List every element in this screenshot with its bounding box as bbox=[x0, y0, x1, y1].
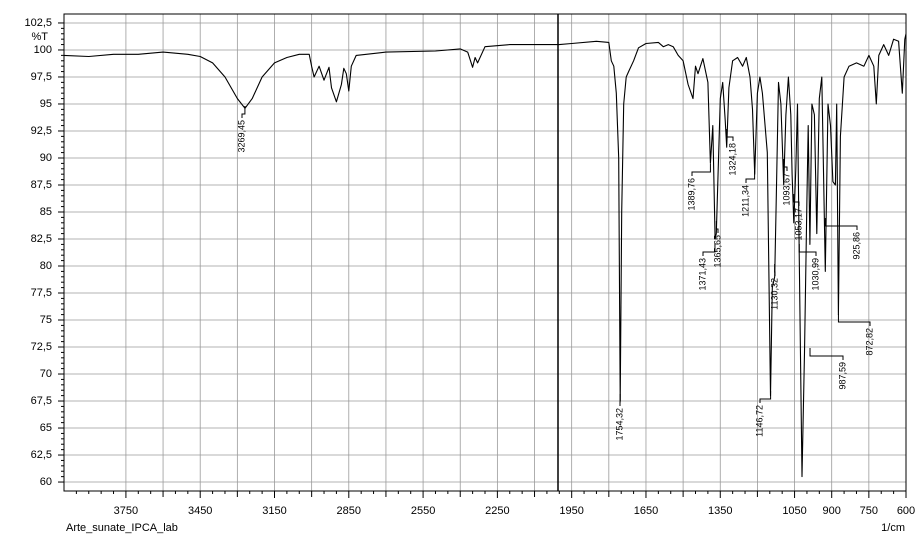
grid bbox=[64, 14, 907, 491]
y-axis-label: %T bbox=[32, 31, 49, 43]
peak-label: 1389,76 bbox=[686, 178, 696, 211]
x-tick-label: 1350 bbox=[708, 505, 732, 517]
x-tick-label: 2250 bbox=[485, 505, 509, 517]
peak-label: 872,82 bbox=[864, 328, 874, 356]
x-tick-label: 750 bbox=[860, 505, 878, 517]
peak-leader bbox=[837, 314, 871, 326]
peak-label: 1053,17 bbox=[793, 208, 803, 241]
y-tick-label: 62,5 bbox=[31, 449, 52, 461]
peak-label: 3269,45 bbox=[236, 120, 246, 153]
peak-label: 925,86 bbox=[851, 232, 861, 260]
peak-label: 987,59 bbox=[837, 362, 847, 390]
peak-leader bbox=[745, 171, 756, 183]
y-tick-label: 100 bbox=[34, 44, 52, 56]
y-tick-label: 72,5 bbox=[31, 341, 52, 353]
y-tick-label: 60 bbox=[40, 476, 52, 488]
x-tick-label: 2850 bbox=[337, 505, 361, 517]
peak-leader bbox=[793, 194, 800, 206]
peak-label: 1130,32 bbox=[769, 278, 779, 310]
y-tick-label: 82,5 bbox=[31, 233, 52, 245]
y-tick-label: 65 bbox=[40, 422, 52, 434]
spectrum-line bbox=[63, 33, 907, 478]
y-tick-label: 77,5 bbox=[31, 287, 52, 299]
y-tick-label: 80 bbox=[40, 260, 52, 272]
peak-label: 1146,72 bbox=[754, 405, 764, 437]
x-tick-label: 2550 bbox=[411, 505, 435, 517]
peak-leader bbox=[759, 391, 772, 403]
peak-leader bbox=[783, 159, 788, 171]
peak-leader bbox=[702, 244, 716, 256]
x-tick-label: 3750 bbox=[114, 505, 138, 517]
x-tick-label: 1650 bbox=[634, 505, 658, 517]
y-tick-label: 97,5 bbox=[31, 71, 52, 83]
peak-label: 1324,18 bbox=[727, 143, 737, 176]
peak-label: 1371,43 bbox=[697, 258, 707, 291]
peak-leader bbox=[691, 164, 711, 176]
x-tick-label: 900 bbox=[823, 505, 841, 517]
y-tick-label: 85 bbox=[40, 206, 52, 218]
y-tick-label: 67,5 bbox=[31, 395, 52, 407]
peak-label: 1211,34 bbox=[740, 185, 750, 217]
x-tick-label: 3450 bbox=[188, 505, 212, 517]
y-tick-label: 70 bbox=[40, 368, 52, 380]
peak-leader bbox=[726, 129, 734, 141]
x-axis-label: 1/cm bbox=[881, 522, 905, 534]
y-tick-label: 75 bbox=[40, 314, 52, 326]
y-tick-label: 92,5 bbox=[31, 125, 52, 137]
y-tick-label: 95 bbox=[40, 98, 52, 110]
x-tick-label: 3150 bbox=[262, 505, 286, 517]
peak-leader bbox=[824, 218, 858, 230]
peak-leader bbox=[809, 348, 844, 360]
x-tick-label: 1950 bbox=[559, 505, 583, 517]
y-tick-label: 87,5 bbox=[31, 179, 52, 191]
peak-label: 1754,32 bbox=[614, 408, 624, 441]
x-tick-label: 600 bbox=[897, 505, 915, 517]
sample-name: Arte_sunate_IPCA_lab bbox=[66, 522, 178, 534]
x-tick-label: 1050 bbox=[782, 505, 806, 517]
peak-label: 1030,99 bbox=[810, 258, 820, 291]
peak-leader bbox=[798, 244, 817, 256]
peak-leader bbox=[241, 106, 246, 118]
peak-label: 1365,65 bbox=[712, 235, 722, 268]
y-tick-label: 102,5 bbox=[24, 17, 52, 29]
peak-leader bbox=[715, 221, 719, 233]
y-tick-label: 90 bbox=[40, 152, 52, 164]
peak-label: 1093,67 bbox=[781, 173, 791, 206]
